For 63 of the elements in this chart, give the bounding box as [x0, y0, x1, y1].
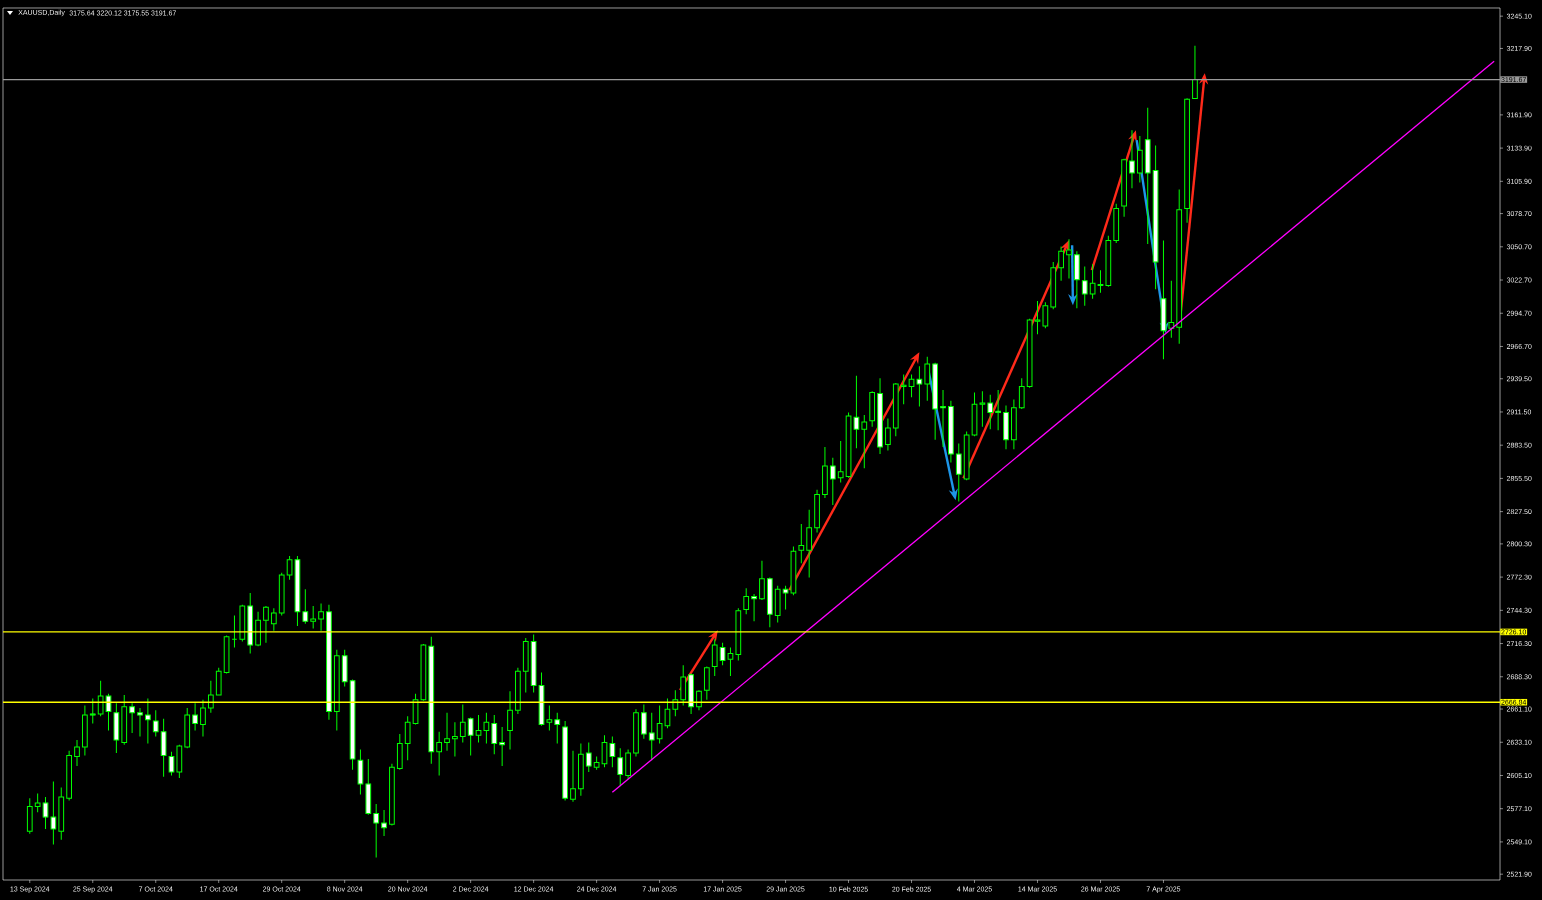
candlestick — [680, 664, 687, 707]
candlestick — [625, 748, 631, 780]
candlestick — [585, 741, 592, 773]
candlestick — [1066, 238, 1072, 279]
candlestick — [152, 709, 159, 737]
candlestick — [145, 697, 151, 745]
candlestick — [302, 588, 309, 625]
candlestick — [192, 702, 198, 732]
candlestick — [617, 747, 624, 787]
candlestick — [491, 714, 498, 755]
candlestick — [263, 605, 269, 644]
candlestick — [743, 587, 750, 615]
candlestick — [759, 560, 765, 601]
candlestick — [570, 750, 576, 803]
candlestick — [995, 389, 1001, 431]
candlestick — [89, 697, 96, 724]
candlestick — [1058, 245, 1064, 282]
candlestick — [1192, 45, 1198, 100]
candlestick — [436, 731, 443, 777]
candlestick — [137, 707, 143, 737]
candlestick — [459, 703, 466, 743]
candlestick — [924, 356, 931, 402]
candlestick — [160, 718, 167, 778]
candlestick — [940, 389, 946, 448]
candlestick — [885, 417, 891, 452]
candlestick — [829, 457, 836, 506]
candlestick — [74, 739, 80, 767]
candlestick — [499, 726, 505, 767]
candlestick — [373, 803, 380, 858]
candlestick — [751, 593, 757, 622]
candlestick — [129, 702, 135, 734]
candlestick — [648, 712, 655, 761]
candlestick — [507, 690, 513, 750]
candlestick — [861, 414, 868, 469]
candlestick — [381, 809, 387, 837]
candlestick — [955, 442, 962, 503]
candlestick — [703, 665, 710, 701]
candlestick — [696, 689, 702, 711]
candlestick — [168, 751, 175, 777]
candlestick — [404, 715, 411, 761]
candlestick — [34, 792, 41, 813]
candlestick — [467, 716, 474, 756]
candlestick — [1018, 377, 1025, 410]
candlestick — [357, 748, 364, 796]
candlestick — [215, 667, 222, 696]
candlestick — [806, 509, 813, 578]
candlestick — [1168, 280, 1175, 339]
candlestick — [798, 523, 805, 564]
candlestick — [987, 394, 994, 430]
candlestick — [207, 680, 214, 714]
candlestick — [609, 735, 616, 768]
candlestick — [270, 607, 277, 632]
candlestick — [200, 699, 206, 737]
candlestick — [452, 721, 458, 758]
candlestick — [554, 712, 561, 745]
candlestick — [1081, 266, 1088, 307]
candlestick — [837, 440, 844, 484]
candlestick — [900, 374, 907, 405]
candlestick — [1136, 135, 1143, 183]
candlestick — [310, 605, 317, 629]
candlestick — [640, 703, 647, 740]
candlestick — [444, 712, 450, 752]
candlestick — [318, 603, 324, 632]
